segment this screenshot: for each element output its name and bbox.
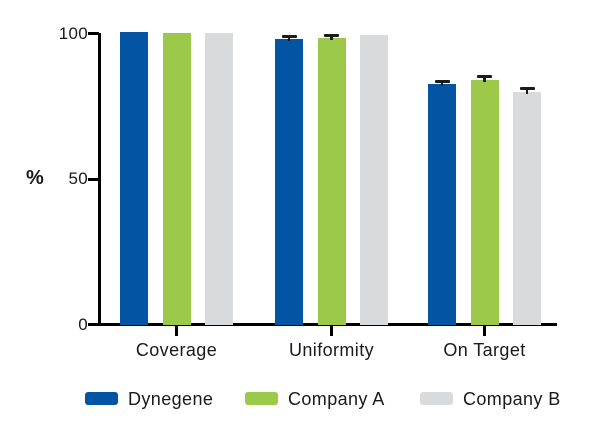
bar	[205, 32, 233, 325]
y-tick-label: 0	[78, 314, 88, 334]
bar	[360, 34, 388, 325]
legend-label: Company A	[288, 389, 385, 409]
category-label: Coverage	[135, 340, 218, 360]
y-axis-label: %	[26, 167, 45, 189]
bar	[317, 37, 346, 325]
bar	[162, 33, 191, 325]
bar	[428, 84, 456, 325]
legend-label: Dynegene	[128, 389, 214, 409]
legend-label: Company B	[463, 389, 561, 409]
x-tick	[175, 326, 178, 336]
category-label: Uniformity	[288, 340, 374, 360]
error-bar-cap	[477, 75, 492, 79]
error-bar-whisker	[525, 89, 529, 94]
bar	[470, 80, 499, 325]
x-tick	[330, 326, 333, 336]
y-tick-label: 50	[68, 169, 88, 188]
category-label: On Target	[443, 340, 526, 360]
y-tick-label: 100	[58, 23, 88, 43]
legend-swatch	[420, 392, 453, 405]
error-bar-whisker	[440, 82, 444, 87]
error-bar-cap	[324, 33, 339, 37]
y-tick	[88, 177, 99, 181]
y-tick	[88, 323, 99, 326]
error-bar-cap	[519, 87, 535, 91]
bar	[275, 39, 303, 325]
bar	[120, 32, 148, 325]
y-tick	[88, 32, 99, 35]
legend-swatch	[245, 392, 278, 405]
x-tick	[483, 326, 486, 336]
bar	[513, 91, 541, 325]
y-axis-line	[98, 33, 101, 325]
error-bar-whisker	[330, 36, 333, 40]
error-bar-cap	[434, 79, 450, 83]
error-bar-whisker	[287, 37, 291, 42]
error-bar-whisker	[483, 77, 486, 82]
legend-swatch	[85, 392, 118, 405]
error-bar-cap	[281, 35, 297, 39]
